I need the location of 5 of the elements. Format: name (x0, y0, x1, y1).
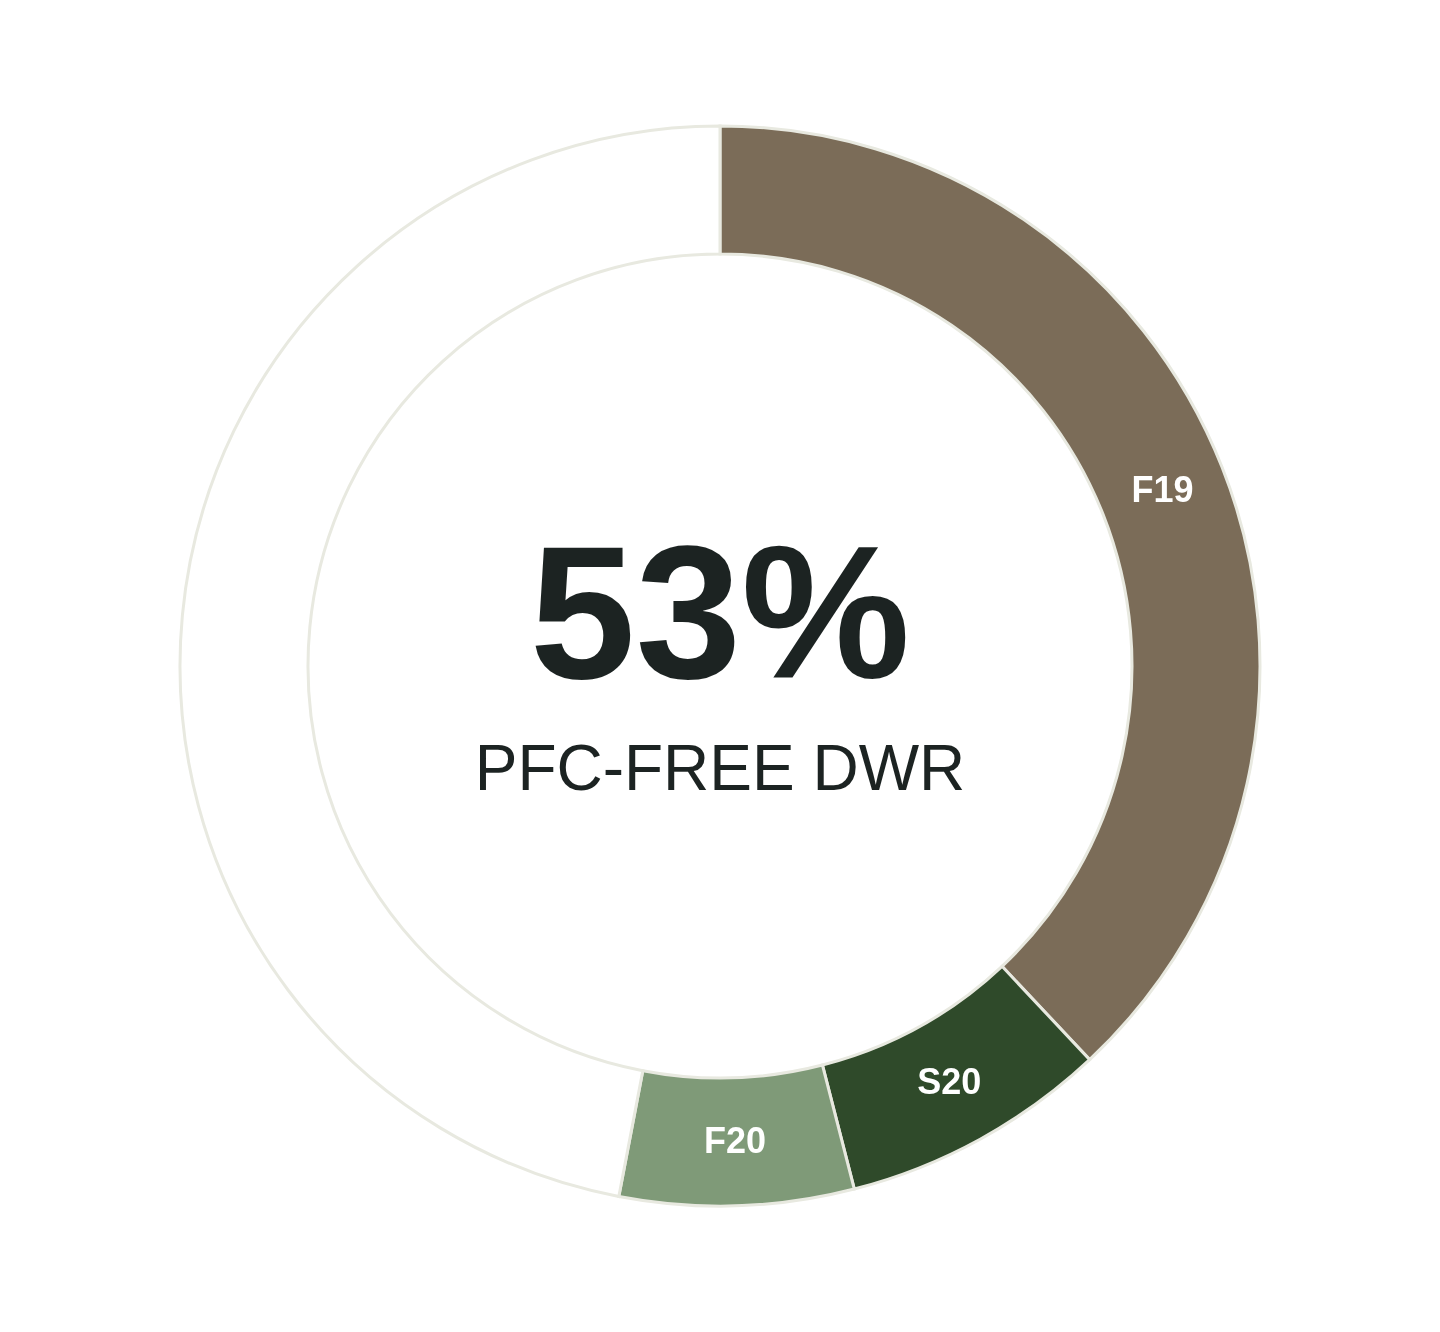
text: 53% (529, 506, 911, 718)
slice-label: S20 (917, 1061, 982, 1103)
text: PFC-FREE DWR (474, 732, 966, 804)
slice-label: F20 (703, 1119, 766, 1161)
slice-label: F19 (1131, 468, 1194, 510)
